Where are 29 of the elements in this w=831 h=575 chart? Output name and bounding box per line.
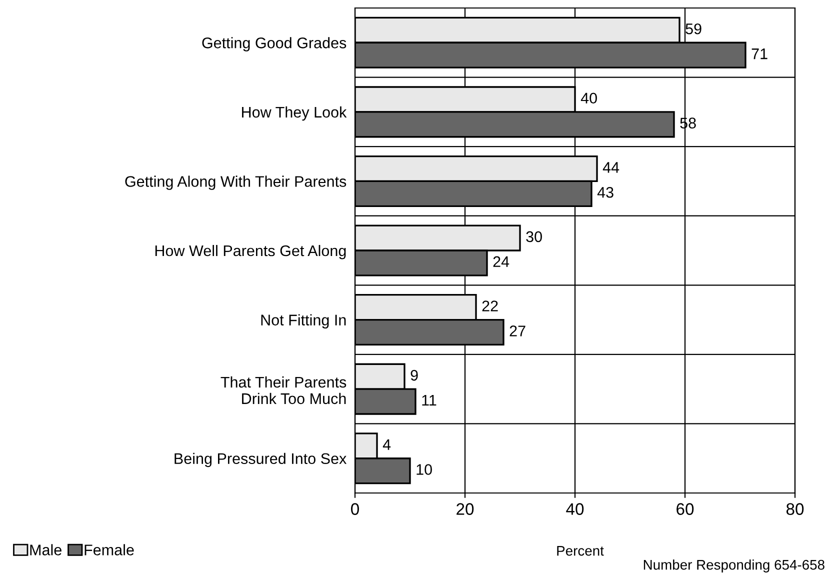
text: Number Responding 654-658 xyxy=(644,560,824,572)
x-tick-label: 40 xyxy=(566,503,584,515)
x-tick-label: 20 xyxy=(456,503,474,515)
data-label: 43 xyxy=(597,186,614,198)
data-label: 11 xyxy=(422,394,436,406)
y-tick-label: Getting Along With Their Parents xyxy=(125,176,346,190)
data-label: 27 xyxy=(510,326,526,336)
data-label: 10 xyxy=(416,464,432,475)
data-label: 71 xyxy=(752,48,768,60)
y-tick-label: That Their Parents Drink Too Much xyxy=(220,376,346,404)
y-tick-label: How Well Parents Get Along xyxy=(155,244,346,260)
x-tick-label: 0 xyxy=(351,503,359,515)
y-tick-label: Not Fitting In xyxy=(261,314,346,328)
y-tick-label: Being Pressured Into Sex xyxy=(174,452,347,468)
data-label: 59 xyxy=(686,23,702,34)
data-label: 40 xyxy=(580,92,597,104)
legend-label: Female xyxy=(84,544,134,556)
data-label: 9 xyxy=(410,370,418,381)
data-label: 44 xyxy=(602,162,620,173)
data-label: 24 xyxy=(493,256,510,267)
data-label: 22 xyxy=(482,300,498,312)
legend-label: Male xyxy=(30,544,62,556)
x-axis-title: Percent xyxy=(557,546,604,556)
x-tick-label: 60 xyxy=(676,503,694,515)
y-tick-label: Getting Good Grades xyxy=(202,37,346,52)
x-tick-label: 80 xyxy=(786,503,804,515)
data-label: 30 xyxy=(526,231,542,242)
data-label: 4 xyxy=(382,439,391,450)
y-tick-label: How They Look xyxy=(242,106,347,121)
